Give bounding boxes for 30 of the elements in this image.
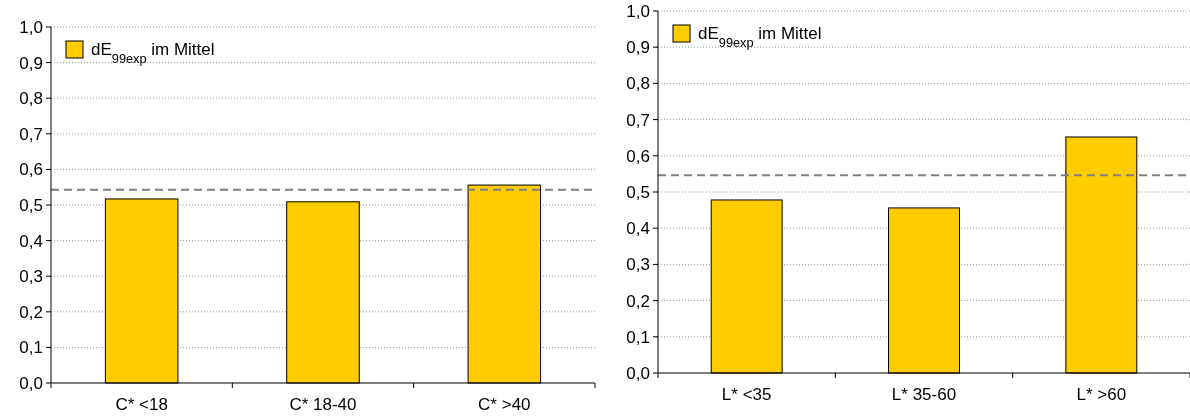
y-tick-label: 0,7 — [626, 110, 650, 130]
y-tick-label: 1,0 — [626, 1, 650, 21]
y-tick-label: 0,9 — [626, 38, 650, 58]
x-tick-label: C* <18 — [115, 395, 168, 414]
y-tick-label: 0,3 — [19, 267, 43, 287]
y-tick-label: 0,6 — [19, 160, 43, 180]
y-tick-label: 0,3 — [626, 255, 650, 275]
y-tick-label: 0,4 — [19, 231, 43, 251]
y-tick-label: 0,7 — [19, 124, 43, 144]
legend-label: dE$_{99exp}$ im Mittel — [698, 24, 822, 50]
x-tick-label: L* <35 — [721, 385, 772, 404]
x-tick-label: L* 35-60 — [891, 385, 957, 404]
x-tick-label: C* >40 — [478, 395, 531, 414]
y-tick-label: 0,4 — [626, 219, 650, 239]
y-tick-label: 0,8 — [19, 89, 43, 109]
y-tick-label: 0,1 — [19, 338, 43, 358]
y-tick-label: 0,1 — [626, 327, 650, 347]
y-tick-label: 0,6 — [626, 146, 650, 166]
x-tick-label: C* 18-40 — [289, 395, 357, 414]
y-tick-label: 0,5 — [626, 182, 650, 202]
legend-label: dE$_{99exp}$ im Mittel — [91, 40, 215, 66]
y-tick-label: 0,8 — [626, 74, 650, 94]
y-tick-label: 0,2 — [19, 302, 43, 322]
y-tick-label: 0,2 — [626, 291, 650, 311]
y-tick-label: 0,0 — [626, 363, 650, 383]
y-tick-label: 0,9 — [19, 53, 43, 73]
y-tick-label: 0,5 — [19, 195, 43, 215]
y-tick-label: 1,0 — [19, 17, 43, 37]
y-tick-label: 0,0 — [19, 373, 43, 393]
x-tick-label: L* >60 — [1076, 385, 1127, 404]
